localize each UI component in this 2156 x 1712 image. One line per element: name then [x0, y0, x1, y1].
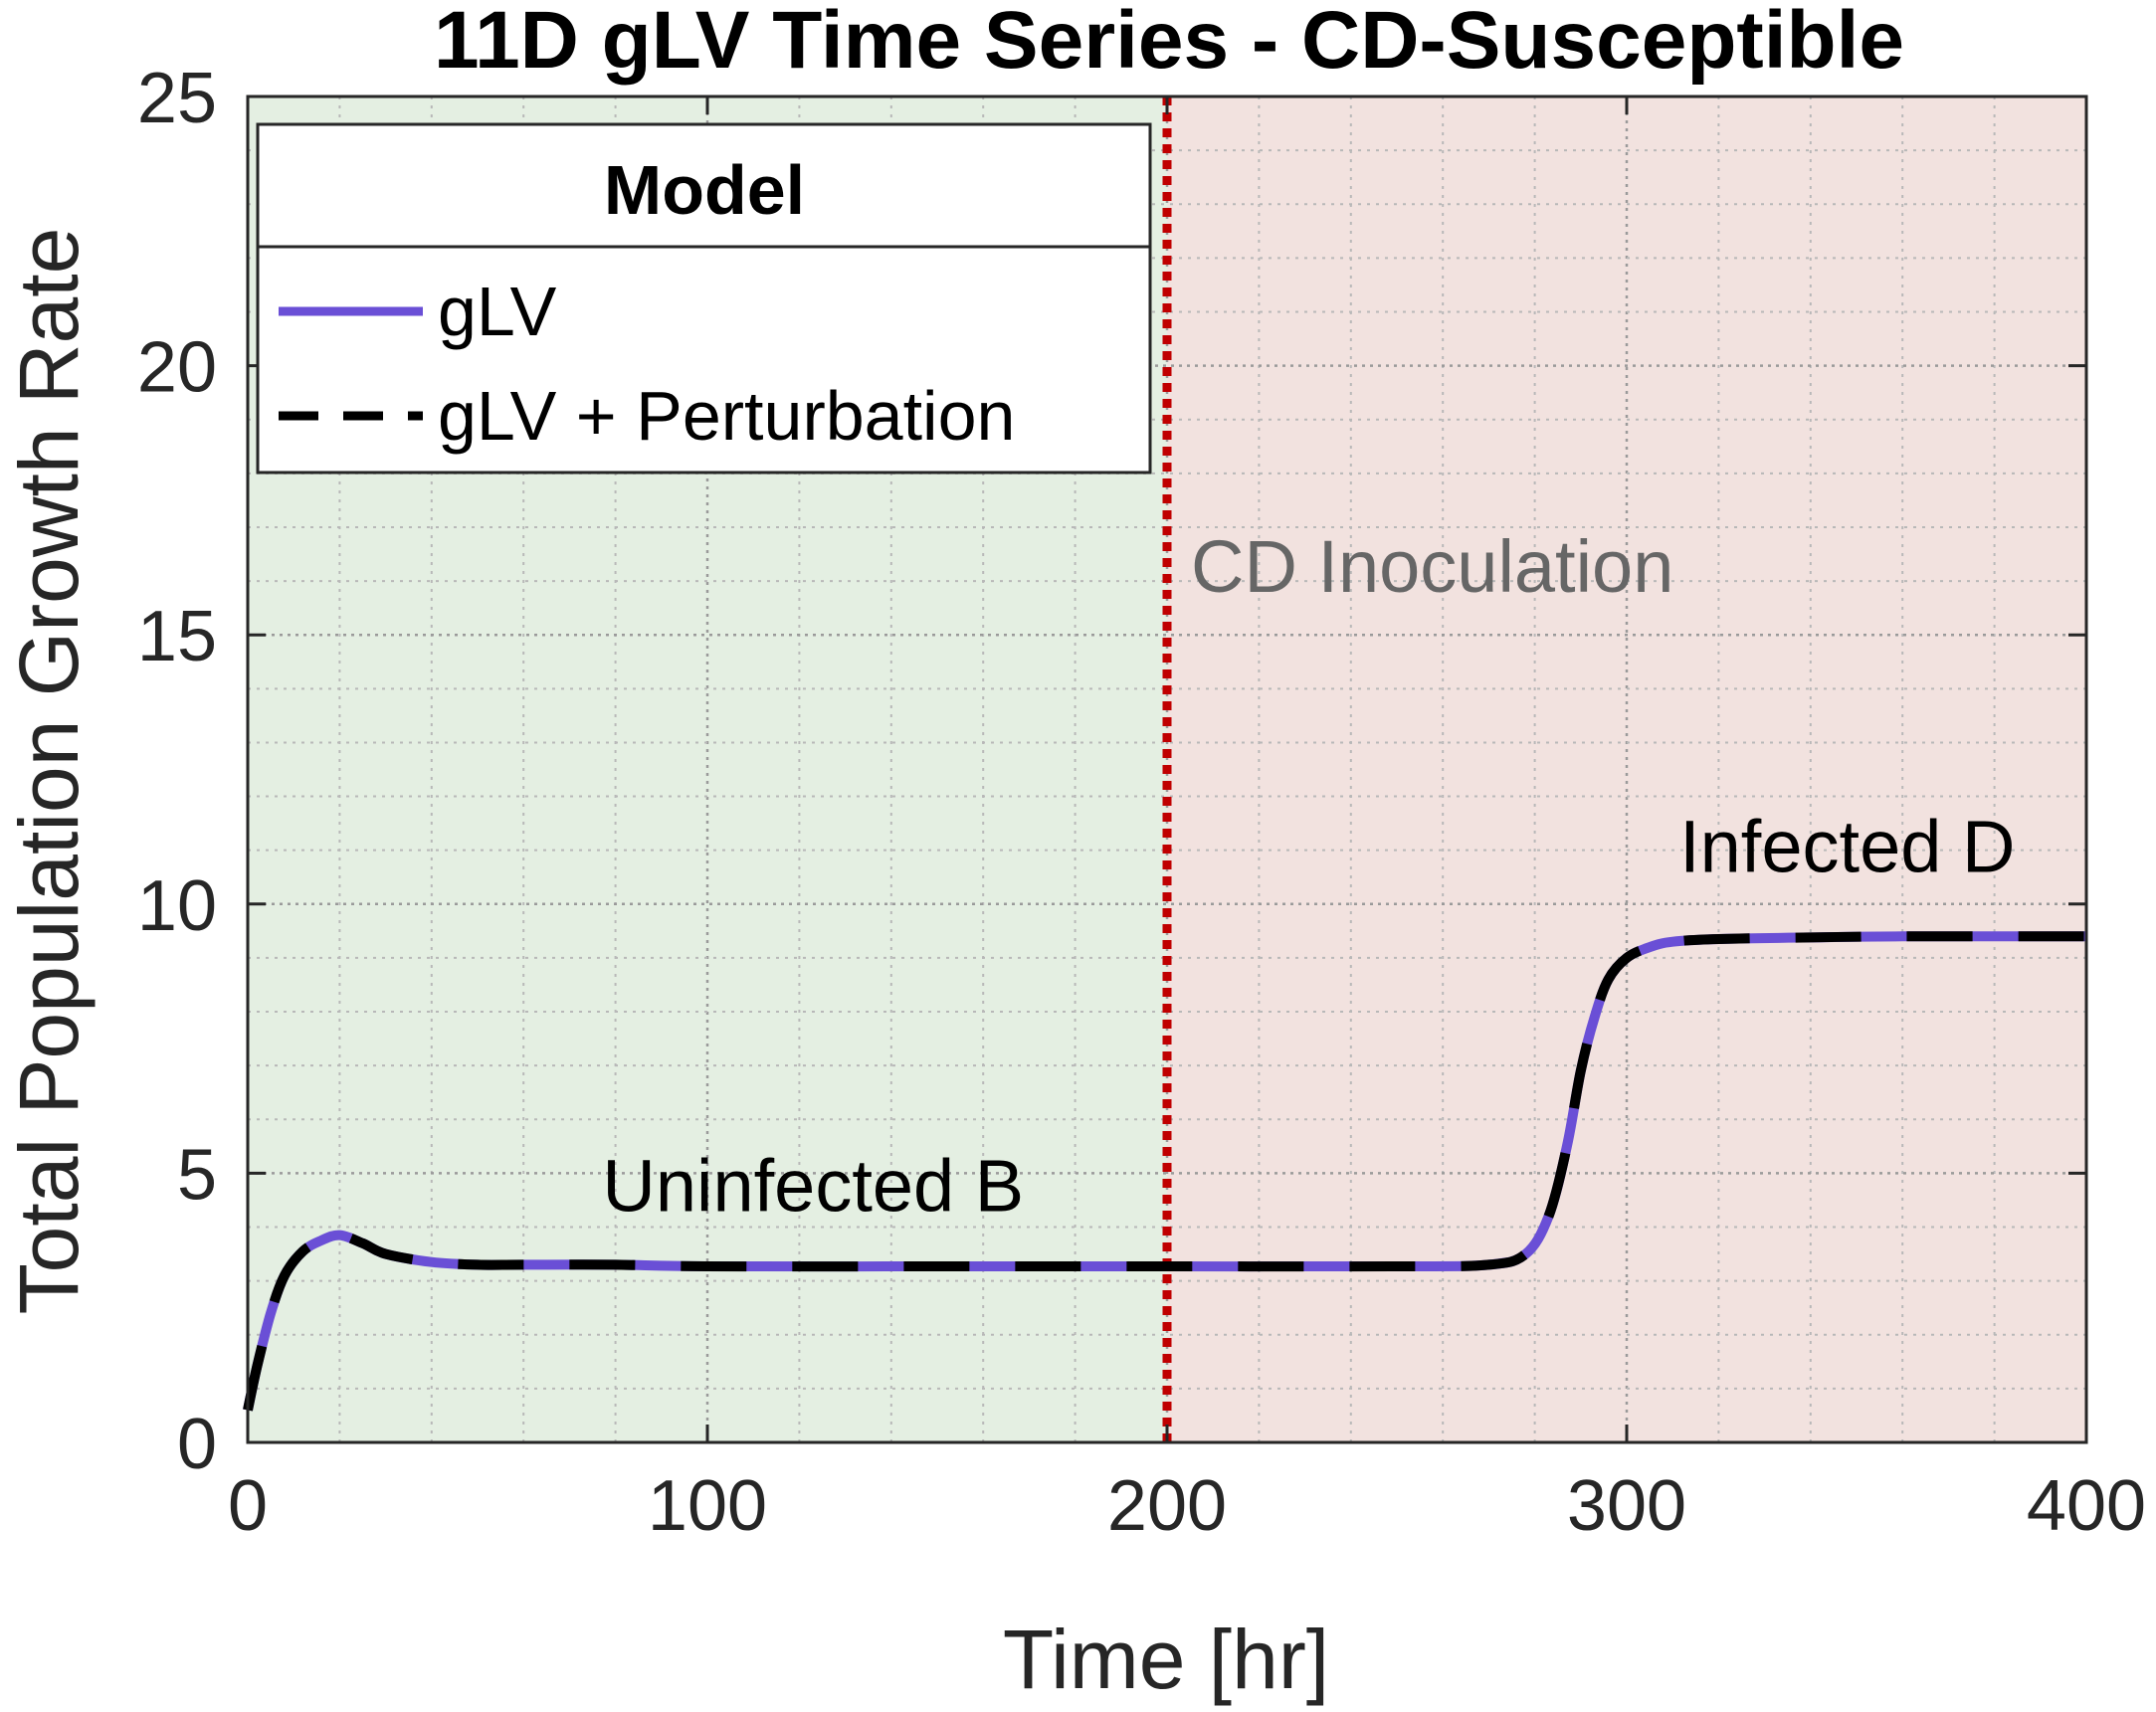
- y-tick-label: 0: [177, 1405, 217, 1484]
- legend: Model gLV gLV + Perturbation: [256, 122, 1152, 475]
- x-tick-label: 0: [228, 1466, 268, 1546]
- x-axis-label: Time [hr]: [1003, 1613, 1329, 1706]
- annotation-infected-d: Infected D: [1679, 805, 2015, 887]
- series-line-glv-perturbation: [243, 931, 2087, 1412]
- y-tick-label: 10: [137, 866, 217, 946]
- x-tick-label: 400: [2027, 1466, 2146, 1546]
- ticks: 0 100 200 300 400 0 5 10 15 20 25: [137, 59, 2146, 1546]
- legend-box: [256, 122, 1152, 475]
- legend-title: Model: [604, 151, 805, 229]
- y-tick-label: 20: [137, 328, 217, 408]
- inoculation-label: CD Inoculation: [1191, 525, 1673, 608]
- series-group: [243, 931, 2087, 1412]
- annotation-uninfected-b: Uninfected B: [602, 1144, 1024, 1227]
- y-tick-label: 25: [137, 59, 217, 138]
- y-axis-label: Total Population Growth Rate: [2, 228, 96, 1315]
- legend-label-glv: gLV: [438, 273, 557, 350]
- x-tick-label: 200: [1107, 1466, 1227, 1546]
- chart-title: 11D gLV Time Series - CD-Susceptible: [434, 0, 1904, 86]
- x-tick-label: 100: [648, 1466, 767, 1546]
- x-tick-label: 300: [1567, 1466, 1686, 1546]
- y-tick-label: 5: [177, 1135, 217, 1215]
- annotations: CD Inoculation Uninfected B Infected D: [602, 525, 2015, 1227]
- legend-label-glv-perturbation: gLV + Perturbation: [438, 377, 1015, 455]
- y-tick-label: 15: [137, 597, 217, 676]
